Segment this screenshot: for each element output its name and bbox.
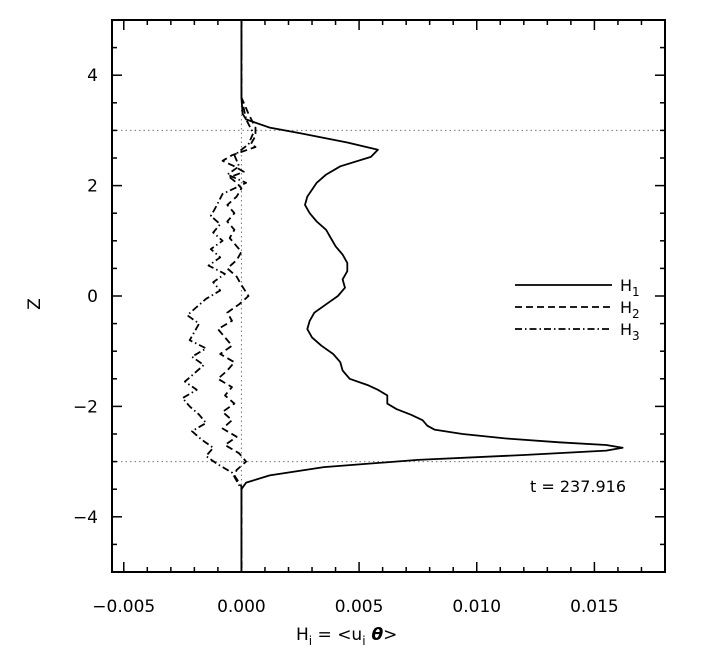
legend-label-sub: 3 <box>632 329 640 343</box>
legend-label: H1 <box>620 276 640 299</box>
x-label-u-sub: i <box>362 634 365 648</box>
x-label-eq: = <u <box>312 625 362 645</box>
series-line-3 <box>181 20 255 572</box>
x-tick-label: −0.005 <box>92 597 155 617</box>
x-label-theta: θ <box>366 625 384 645</box>
legend-label-sub: 2 <box>632 307 640 321</box>
time-annotation: t = 237.916 <box>530 477 626 496</box>
series-line-2 <box>217 20 257 572</box>
reference-lines <box>112 20 665 572</box>
y-tick-label: 2 <box>87 177 98 197</box>
x-tick-label: 0.015 <box>570 597 619 617</box>
legend-label-main: H <box>620 320 632 339</box>
legend-label-main: H <box>620 276 632 295</box>
legend-label-sub: 1 <box>632 285 640 299</box>
legend-label: H3 <box>620 320 640 343</box>
x-label-h-sub: i <box>309 634 312 648</box>
x-tick-label: 0.005 <box>335 597 384 617</box>
x-axis-label: Hi = <ui θ> <box>296 625 397 648</box>
x-label-h: H <box>296 625 309 645</box>
x-tick-label: 0.000 <box>217 597 266 617</box>
y-axis-label: Z <box>25 298 45 310</box>
x-tick-label: 0.010 <box>452 597 501 617</box>
axis-ticks: −0.005 0.000 0.005 0.010 0.015 −4 −2 0 2 4 <box>73 19 666 617</box>
series-lines <box>181 20 624 572</box>
legend-label-main: H <box>620 298 632 317</box>
y-tick-label: −4 <box>73 508 98 528</box>
legend-label: H2 <box>620 298 640 321</box>
y-tick-label: 0 <box>87 287 98 307</box>
series-line-1 <box>240 20 624 572</box>
y-tick-label: −2 <box>73 397 98 417</box>
y-tick-label: 4 <box>87 66 98 86</box>
x-label-close: > <box>383 625 397 645</box>
